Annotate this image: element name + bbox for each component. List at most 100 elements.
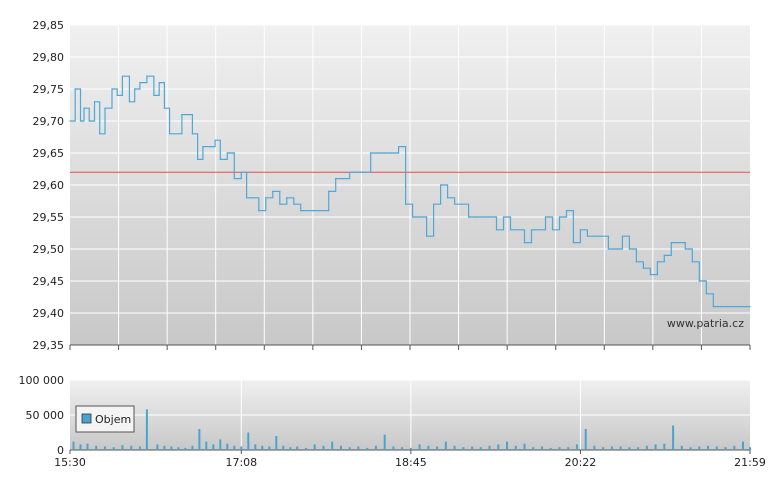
volume-bar <box>698 446 701 450</box>
price-data-point <box>405 203 407 205</box>
volume-bar <box>254 444 257 450</box>
volume-y-tick-label: 100 000 <box>19 374 65 387</box>
volume-bar <box>409 447 412 450</box>
price-data-point <box>712 306 714 308</box>
price-data-point <box>197 158 199 160</box>
volume-bar <box>163 445 166 450</box>
price-data-point <box>314 210 316 212</box>
price-data-point <box>621 235 623 237</box>
volume-bar <box>488 445 491 450</box>
price-data-point <box>226 152 228 154</box>
price-data-point <box>272 190 274 192</box>
price-data-point <box>349 171 351 173</box>
price-chart-panel: 29,85 29,80 29,75 29,70 29,65 29,60 29,55 29,50… <box>33 19 751 352</box>
volume-legend: Objem <box>75 405 135 433</box>
legend-label: Objem <box>95 413 131 426</box>
x-tick-label: 18:45 <box>395 456 427 469</box>
volume-bar <box>523 443 526 450</box>
price-data-point <box>530 229 533 231</box>
price-data-point <box>733 306 735 308</box>
volume-bar <box>436 446 439 450</box>
volume-bar <box>112 447 115 450</box>
volume-bar <box>610 446 613 450</box>
volume-bar <box>444 441 447 450</box>
price-data-point <box>544 216 547 218</box>
volume-bar <box>282 445 285 450</box>
x-tick-label: 17:08 <box>225 456 257 469</box>
price-data-point <box>99 133 101 135</box>
price-data-point <box>363 171 365 173</box>
price-y-tick-label: 29,85 <box>33 19 65 32</box>
volume-bar <box>219 439 222 450</box>
price-data-point <box>251 197 253 199</box>
price-data-point <box>93 101 96 103</box>
price-data-point <box>551 229 554 231</box>
volume-bar <box>689 447 692 450</box>
price-data-point <box>446 197 449 199</box>
volume-bar <box>226 443 229 450</box>
price-data-point <box>181 114 183 116</box>
price-data-point <box>670 242 672 244</box>
price-data-point <box>121 75 124 77</box>
price-data-point <box>565 210 568 212</box>
legend-swatch <box>81 413 92 424</box>
price-data-point <box>79 120 82 122</box>
price-data-point <box>321 210 323 212</box>
price-data-point <box>684 248 686 250</box>
volume-bar <box>453 445 456 450</box>
volume-bar <box>348 447 351 450</box>
volume-bar <box>247 432 250 450</box>
volume-bar <box>275 436 278 450</box>
volume-bar <box>104 446 106 450</box>
volume-bar <box>261 445 264 450</box>
volume-bar <box>145 409 148 450</box>
price-y-tick-label: 29,50 <box>33 243 65 256</box>
volume-bar <box>567 447 570 450</box>
price-data-point <box>635 261 637 263</box>
x-tick-label: 15:30 <box>54 456 86 469</box>
price-data-point <box>412 216 414 218</box>
price-data-point <box>481 216 484 218</box>
price-data-point <box>439 184 442 186</box>
x-tick-label: 20:22 <box>565 456 597 469</box>
volume-bar <box>427 445 430 450</box>
volume-bar <box>584 429 587 450</box>
price-data-point <box>209 146 211 148</box>
price-data-point <box>726 306 728 308</box>
volume-bar <box>340 445 342 450</box>
price-data-point <box>474 216 477 218</box>
price-data-point <box>537 229 540 231</box>
volume-bar <box>374 445 377 450</box>
price-data-point <box>460 203 463 205</box>
volume-bar <box>383 434 386 450</box>
volume-chart-panel: 100 000 50 000 015:30 17:08 18:45 20:22 21:59 O… <box>19 374 766 469</box>
price-data-point <box>719 306 721 308</box>
volume-bar <box>549 447 552 450</box>
volume-y-tick-label: 50 000 <box>26 409 65 422</box>
volume-bar <box>198 429 201 450</box>
price-data-point <box>83 107 85 109</box>
price-y-tick-label: 29,45 <box>33 275 65 288</box>
volume-bar <box>79 444 82 450</box>
volume-bar <box>680 445 683 450</box>
volume-bar <box>305 447 307 450</box>
price-data-point <box>691 261 693 263</box>
volume-bar <box>130 445 133 450</box>
price-data-point <box>377 152 379 154</box>
price-data-point <box>328 190 330 192</box>
price-data-point <box>558 216 561 218</box>
volume-bar <box>471 446 474 450</box>
price-data-point <box>656 261 658 263</box>
price-y-tick-label: 29,35 <box>33 339 65 352</box>
price-series-line <box>70 75 750 308</box>
volume-bar <box>331 441 334 450</box>
price-data-point <box>600 235 603 237</box>
volume-bar <box>392 446 395 450</box>
price-data-point <box>384 152 386 154</box>
volume-bar <box>506 441 508 450</box>
volume-bar <box>593 445 596 450</box>
price-y-tick-label: 29,75 <box>33 83 65 96</box>
price-data-point <box>572 242 575 244</box>
price-data-point <box>153 94 155 96</box>
